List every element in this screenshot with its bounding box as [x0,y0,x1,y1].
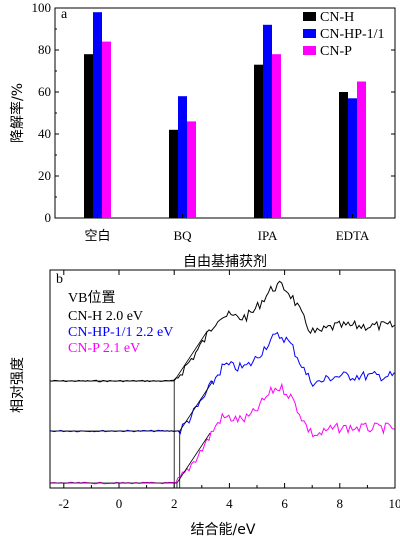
x-tick-label-a: 空白 [84,228,110,243]
y-tick-label-a: 100 [32,0,52,15]
legend-label-a: CN-P [320,44,352,59]
plot-frame-b [49,269,396,489]
x-tick-label-b: 2 [171,496,178,511]
y-tick-label-a: 60 [38,84,51,99]
legend-label-a: CN-H [320,10,354,25]
legend-swatch-a [303,29,316,38]
bar-cn-p-0 [102,41,111,218]
chart-b: b -2 0 2 4 6 8 10 结合能/eV 相对强度 VB位置 CN-H 2.0 eV… [10,269,400,538]
bar-cn-p-2 [272,54,281,219]
panel-label-a: a [61,7,68,22]
y-tick-label-a: 20 [38,168,51,183]
bar-cn-h-0 [84,54,93,219]
x-tick-label-a: BQ [173,228,192,243]
legend-label-b: CN-H 2.0 eV [68,309,143,324]
spectrum-cn-p [49,382,395,485]
x-tick-label-b: 0 [116,496,123,511]
panel-label-b: b [56,272,63,287]
legend-label-b: CN-P 2.1 eV [68,341,140,356]
edge-tangent [176,432,211,484]
bar-cn-hp-1-1-2 [263,24,272,218]
bar-cn-hp-1-1-1 [178,96,187,218]
legend-label-a: CN-HP-1/1 [320,27,385,42]
x-tick-label-b: 8 [337,496,344,511]
y-tick-label-a: 0 [45,210,52,225]
bar-cn-hp-1-1-3 [348,98,357,218]
x-tick-label-b: 10 [389,496,400,511]
x-tick-label-b: 6 [281,496,288,511]
x-axis-label-a: 自由基捕获剂 [183,253,267,270]
x-tick-label-a: IPA [258,228,278,243]
y-tick-label-a: 40 [38,126,51,141]
x-tick-label-b: 4 [226,496,233,511]
y-axis-label-b: 相对强度 [10,357,26,413]
bar-cn-p-1 [187,121,196,218]
y-tick-label-a: 80 [38,42,51,57]
bar-cn-h-3 [339,92,348,218]
x-tick-label-a: EDTA [336,228,370,243]
spectrum-cn-h [49,280,395,383]
bar-cn-p-3 [357,81,366,218]
edge-tangent [179,380,214,432]
legend-title-b: VB位置 [68,290,115,306]
bar-cn-hp-1-1-0 [93,12,102,219]
legend-swatch-a [303,46,316,55]
bar-cn-h-1 [169,129,178,218]
bar-cn-h-2 [254,64,263,218]
legend-label-b: CN-HP-1/1 2.2 eV [68,325,173,340]
y-axis-label-a: 降解率/% [9,83,26,143]
legend-swatch-a [303,12,316,21]
edge-tangent [173,330,208,382]
x-axis-label-b: 结合能/eV [191,522,256,538]
x-tick-label-b: -2 [58,496,69,511]
